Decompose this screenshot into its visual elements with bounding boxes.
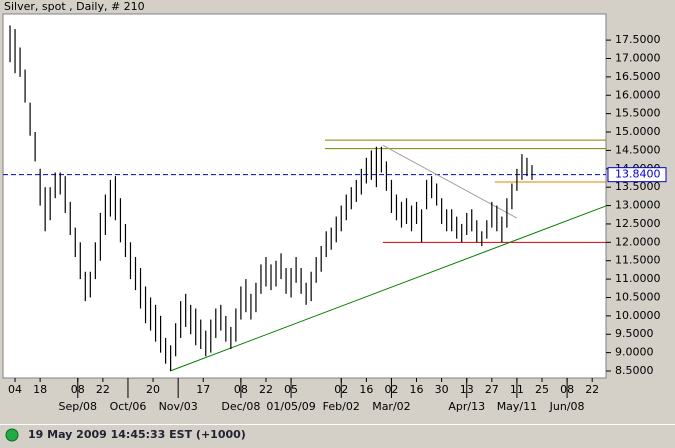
- timestamp: 19 May 2009 14:45:33 EST (+1000): [28, 428, 246, 441]
- y-tick-label: 16.5000: [615, 70, 661, 83]
- y-tick-label: 15.0000: [615, 125, 661, 138]
- x-tick-label: 25: [535, 383, 549, 396]
- x-tick-label: 22: [96, 383, 110, 396]
- plot-area: [2, 13, 607, 379]
- y-tick-label: 12.5000: [615, 217, 661, 230]
- annotation-line: [169, 205, 607, 372]
- y-tick-label: 9.0000: [615, 346, 654, 359]
- month-label: Sep/08: [59, 400, 97, 413]
- month-label: Mar/02: [372, 400, 410, 413]
- y-tick-label: 13.0000: [615, 199, 661, 212]
- chart: Silver, spot , Daily, # 210 8.5000 9.0000…: [2, 0, 667, 413]
- x-tick-label: 20: [146, 383, 160, 396]
- x-tick-label: 04: [8, 383, 22, 396]
- y-tick-label: 13.5000: [615, 180, 661, 193]
- status: 19 May 2009 14:45:33 EST (+1000): [5, 428, 246, 442]
- month-label: Apr/13: [448, 400, 485, 413]
- x-tick-label: 16: [359, 383, 373, 396]
- y-tick-label: 17.0000: [615, 51, 661, 64]
- y-tick-label: 12.0000: [615, 235, 661, 248]
- month-label: Feb/02: [323, 400, 360, 413]
- y-tick-label: 9.5000: [615, 327, 654, 340]
- month-label: Oct/06: [110, 400, 147, 413]
- y-tick-label: 14.5000: [615, 143, 661, 156]
- annotation-line: [382, 144, 518, 219]
- x-tick-label: 30: [435, 383, 449, 396]
- x-tick-label: 17: [196, 383, 210, 396]
- x-tick-label: 16: [410, 383, 424, 396]
- y-tick-label: 17.5000: [615, 33, 661, 46]
- y-tick-label: 10.5000: [615, 290, 661, 303]
- status-bar: 19 May 2009 14:45:33 EST (+1000): [0, 424, 675, 445]
- y-tick-label: 16.0000: [615, 88, 661, 101]
- chart-title: Silver, spot , Daily, # 210: [4, 0, 145, 13]
- month-label: 01/05/09: [266, 400, 315, 413]
- month-label: Dec/08: [221, 400, 260, 413]
- y-tick-label: 11.5000: [615, 254, 661, 267]
- x-tick-label: 22: [585, 383, 599, 396]
- status-icon: [5, 428, 19, 442]
- y-tick-label: 10.0000: [615, 309, 661, 322]
- x-tick-label: 18: [33, 383, 47, 396]
- x-tick-label: 27: [485, 383, 499, 396]
- x-tick-label: 22: [259, 383, 273, 396]
- price-marker-box: [607, 167, 667, 183]
- y-tick-label: 11.0000: [615, 272, 661, 285]
- month-label: May/11: [497, 400, 537, 413]
- y-tick-label: 15.5000: [615, 107, 661, 120]
- price-marker-label: 13.8400: [615, 168, 661, 181]
- month-label: Nov/03: [159, 400, 198, 413]
- month-label: Jun/08: [549, 400, 585, 413]
- y-tick-label: 8.5000: [615, 364, 654, 377]
